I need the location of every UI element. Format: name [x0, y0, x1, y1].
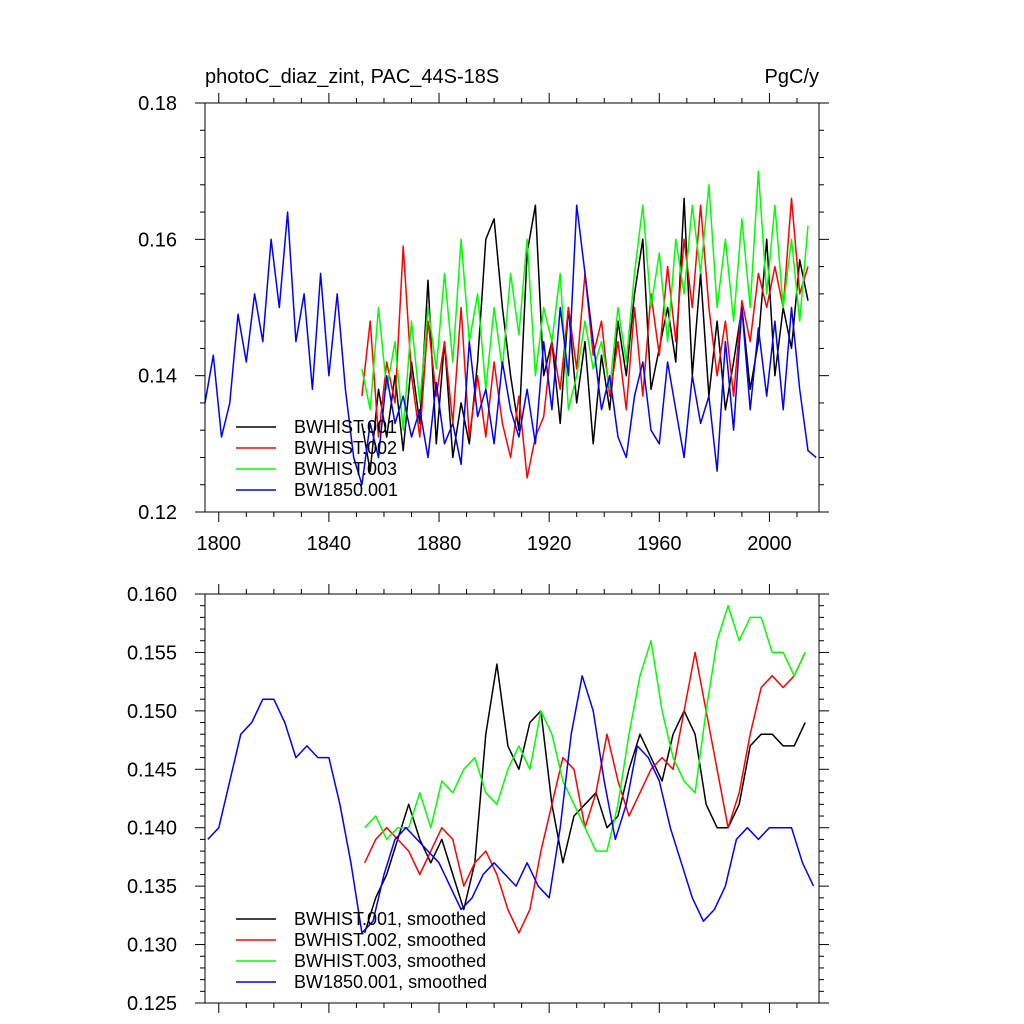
y-tick-label: 0.135 [127, 876, 177, 898]
series-lines [207, 604, 815, 934]
x-tick-label: 1800 [197, 533, 242, 555]
y-tick-label: 0.16 [138, 229, 177, 251]
y-axis: 0.125 0.130 0.135 0.140 0.145 0.150 0.155 0.160 [127, 584, 829, 1015]
series-line-3 [204, 204, 817, 486]
x-tick-label: 1960 [637, 533, 682, 555]
y-tick-label: 0.14 [138, 366, 177, 388]
x-tick-label: 1840 [307, 533, 352, 555]
legend-label-0: BWHIST.001 [294, 417, 397, 437]
y-tick-label: 0.18 [138, 93, 177, 115]
y-tick-label: 0.150 [127, 701, 177, 723]
top-panel: 1800 1840 1880 1920 1960 2000 0.12 0.14 0.16 0.18… [138, 66, 829, 555]
legend-label-3: BW1850.001 [294, 480, 398, 500]
series-line-3 [207, 675, 815, 934]
legend-label-2: BWHIST.003 [294, 459, 397, 479]
bottom-panel: 0.125 0.130 0.135 0.140 0.145 0.150 0.155 0.160… [127, 584, 829, 1015]
series-line-1 [364, 651, 806, 934]
plot-frame [204, 593, 820, 1004]
y-tick-label: 0.155 [127, 642, 177, 664]
series-line-2 [364, 604, 806, 852]
x-tick-label: 1920 [527, 533, 572, 555]
legend-label-1: BWHIST.002 [294, 438, 397, 458]
series-line-1 [361, 197, 809, 479]
series-line-2 [361, 170, 809, 431]
y-tick-label: 0.145 [127, 759, 177, 781]
plot-frame [204, 102, 820, 513]
y-tick-label: 0.125 [127, 993, 177, 1015]
x-axis: 1800 1840 1880 1920 1960 2000 [197, 93, 798, 555]
series-line-0 [361, 197, 809, 472]
y-tick-label: 0.160 [127, 584, 177, 606]
chart-units-label: PgC/y [765, 66, 819, 88]
legend-label-2: BWHIST.003, smoothed [294, 951, 486, 971]
series-lines [204, 170, 817, 486]
y-tick-label: 0.140 [127, 818, 177, 840]
y-tick-label: 0.12 [138, 502, 177, 524]
x-axis [218, 584, 798, 1013]
x-tick-label: 1880 [417, 533, 462, 555]
legend-label-1: BWHIST.002, smoothed [294, 930, 486, 950]
chart-title-left: photoC_diaz_zint, PAC_44S-18S [205, 66, 499, 88]
legend-label-3: BW1850.001, smoothed [294, 972, 487, 992]
y-tick-label: 0.130 [127, 935, 177, 957]
legend-label-0: BWHIST.001, smoothed [294, 909, 486, 929]
series-line-0 [363, 663, 806, 934]
x-tick-label: 2000 [747, 533, 792, 555]
y-axis: 0.12 0.14 0.16 0.18 [138, 93, 829, 524]
